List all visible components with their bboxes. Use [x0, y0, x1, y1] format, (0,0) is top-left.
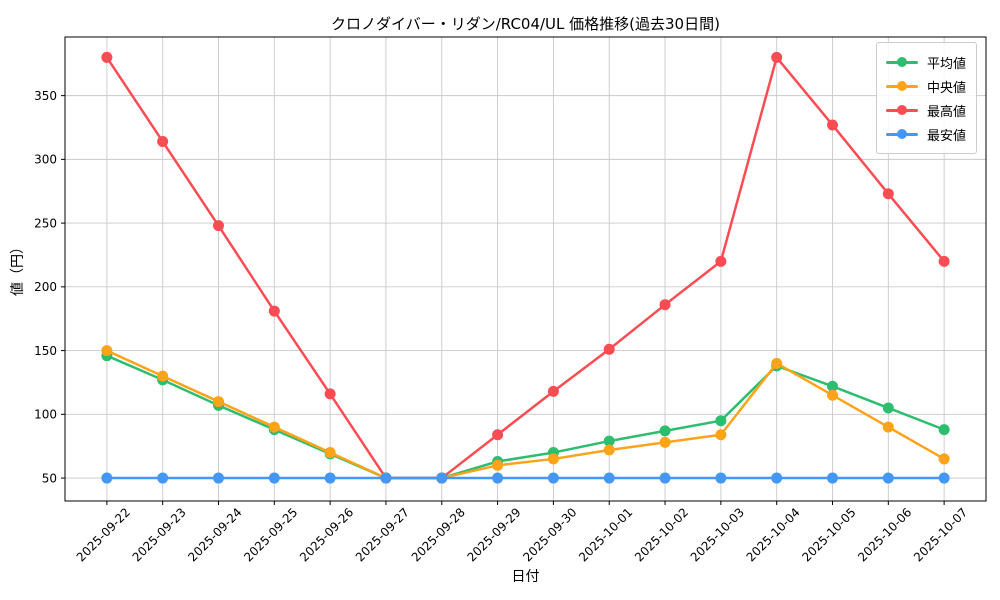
series-marker-lowest [101, 472, 113, 484]
legend-label: 最高値 [926, 104, 966, 120]
series-marker-median [659, 436, 671, 448]
series-marker-median [715, 429, 727, 441]
series-marker-lowest [547, 472, 559, 484]
series-marker-lowest [827, 472, 838, 484]
series-marker-average [715, 415, 727, 427]
highest-series-marker-icon [885, 104, 918, 116]
series-marker-lowest [324, 472, 336, 484]
series-marker-lowest [938, 472, 950, 484]
series-marker-average [603, 435, 615, 447]
series-marker-lowest [380, 472, 392, 484]
series-marker-lowest [268, 472, 280, 484]
series-marker-highest [827, 119, 838, 131]
series-marker-highest [101, 51, 113, 63]
x-tick-label: 2025-10-06 [855, 505, 914, 564]
series-marker-median [157, 370, 169, 382]
y-tick-label: 350 [34, 89, 57, 103]
y-tick-label: 100 [34, 408, 57, 422]
series-marker-median [771, 357, 783, 369]
x-tick-label: 2025-09-23 [130, 505, 189, 564]
series-marker-median [213, 396, 224, 408]
series-marker-lowest [659, 472, 671, 484]
series-marker-highest [659, 299, 671, 311]
x-tick-label: 2025-10-03 [688, 505, 747, 564]
series-marker-highest [547, 385, 559, 397]
average-series-marker-icon [885, 56, 918, 68]
series-line-highest [105, 56, 946, 480]
series-marker-average [882, 402, 894, 414]
series-marker-lowest [882, 472, 894, 484]
x-tick-label: 2025-09-25 [241, 505, 300, 564]
lowest-series-marker-icon [885, 128, 918, 140]
series-marker-highest [324, 388, 336, 400]
series-marker-median [547, 453, 559, 465]
x-tick-label: 2025-10-04 [744, 505, 803, 564]
series-marker-lowest [492, 472, 504, 484]
series-marker-lowest [771, 472, 783, 484]
y-tick-label: 300 [34, 153, 57, 167]
x-tick-label: 2025-09-30 [520, 505, 579, 564]
x-tick-label: 2025-09-26 [297, 505, 356, 564]
legend-label: 平均値 [926, 56, 966, 72]
series-marker-lowest [603, 472, 615, 484]
series-marker-highest [938, 255, 950, 267]
x-tick-label: 2025-10-05 [799, 505, 858, 564]
series-marker-average [827, 380, 838, 392]
x-tick-label: 2025-10-02 [632, 505, 691, 564]
y-tick-label: 150 [34, 344, 57, 358]
series-marker-median [827, 389, 838, 401]
x-tick-label: 2025-10-01 [576, 505, 635, 564]
series-marker-highest [213, 220, 224, 232]
legend-label: 中央値 [926, 80, 966, 96]
series-marker-median [268, 421, 280, 433]
series-marker-highest [492, 429, 504, 441]
plot-border [64, 36, 987, 502]
x-tick-label: 2025-09-28 [409, 505, 468, 564]
legend-item-highest: 最高値 [885, 98, 966, 122]
series-marker-median [324, 447, 336, 459]
chart-title: クロノダイバー・リダン/RC04/UL 価格推移(過去30日間) [331, 15, 720, 33]
series-marker-median [492, 459, 504, 471]
series-marker-average [659, 425, 671, 437]
x-tick-label: 2025-09-24 [185, 505, 244, 564]
series-line-average [105, 354, 946, 480]
series-marker-median [603, 444, 615, 456]
series-marker-highest [882, 188, 894, 200]
legend-item-lowest: 最安値 [885, 122, 966, 146]
x-tick-label: 2025-10-07 [911, 505, 970, 564]
y-tick-label: 50 [42, 471, 57, 485]
series-marker-lowest [436, 472, 448, 484]
x-tick-label: 2025-09-29 [464, 505, 523, 564]
x-tick-label: 2025-09-27 [353, 505, 412, 564]
legend-item-median: 中央値 [885, 74, 966, 98]
series-marker-lowest [157, 472, 169, 484]
x-tick-label: 2025-09-22 [74, 505, 133, 564]
series-marker-median [938, 453, 950, 465]
series-line-median [105, 349, 946, 480]
legend: 平均値 中央値 最高値 最安値 [875, 42, 977, 154]
series-marker-highest [603, 343, 615, 355]
legend-label: 最安値 [926, 128, 966, 144]
series-marker-lowest [213, 472, 224, 484]
series-marker-highest [715, 255, 727, 267]
series-marker-lowest [715, 472, 727, 484]
series-marker-average [938, 424, 950, 436]
series-marker-highest [268, 305, 280, 317]
series-marker-highest [771, 51, 783, 63]
series-marker-highest [157, 136, 169, 148]
y-tick-label: 250 [34, 216, 57, 230]
legend-item-average: 平均値 [885, 50, 966, 74]
median-series-marker-icon [885, 80, 918, 92]
y-axis-label: 値（円） [10, 240, 26, 296]
series-marker-median [101, 345, 113, 357]
x-axis-label: 日付 [511, 569, 540, 585]
series-marker-median [882, 421, 894, 433]
y-tick-label: 200 [34, 280, 57, 294]
